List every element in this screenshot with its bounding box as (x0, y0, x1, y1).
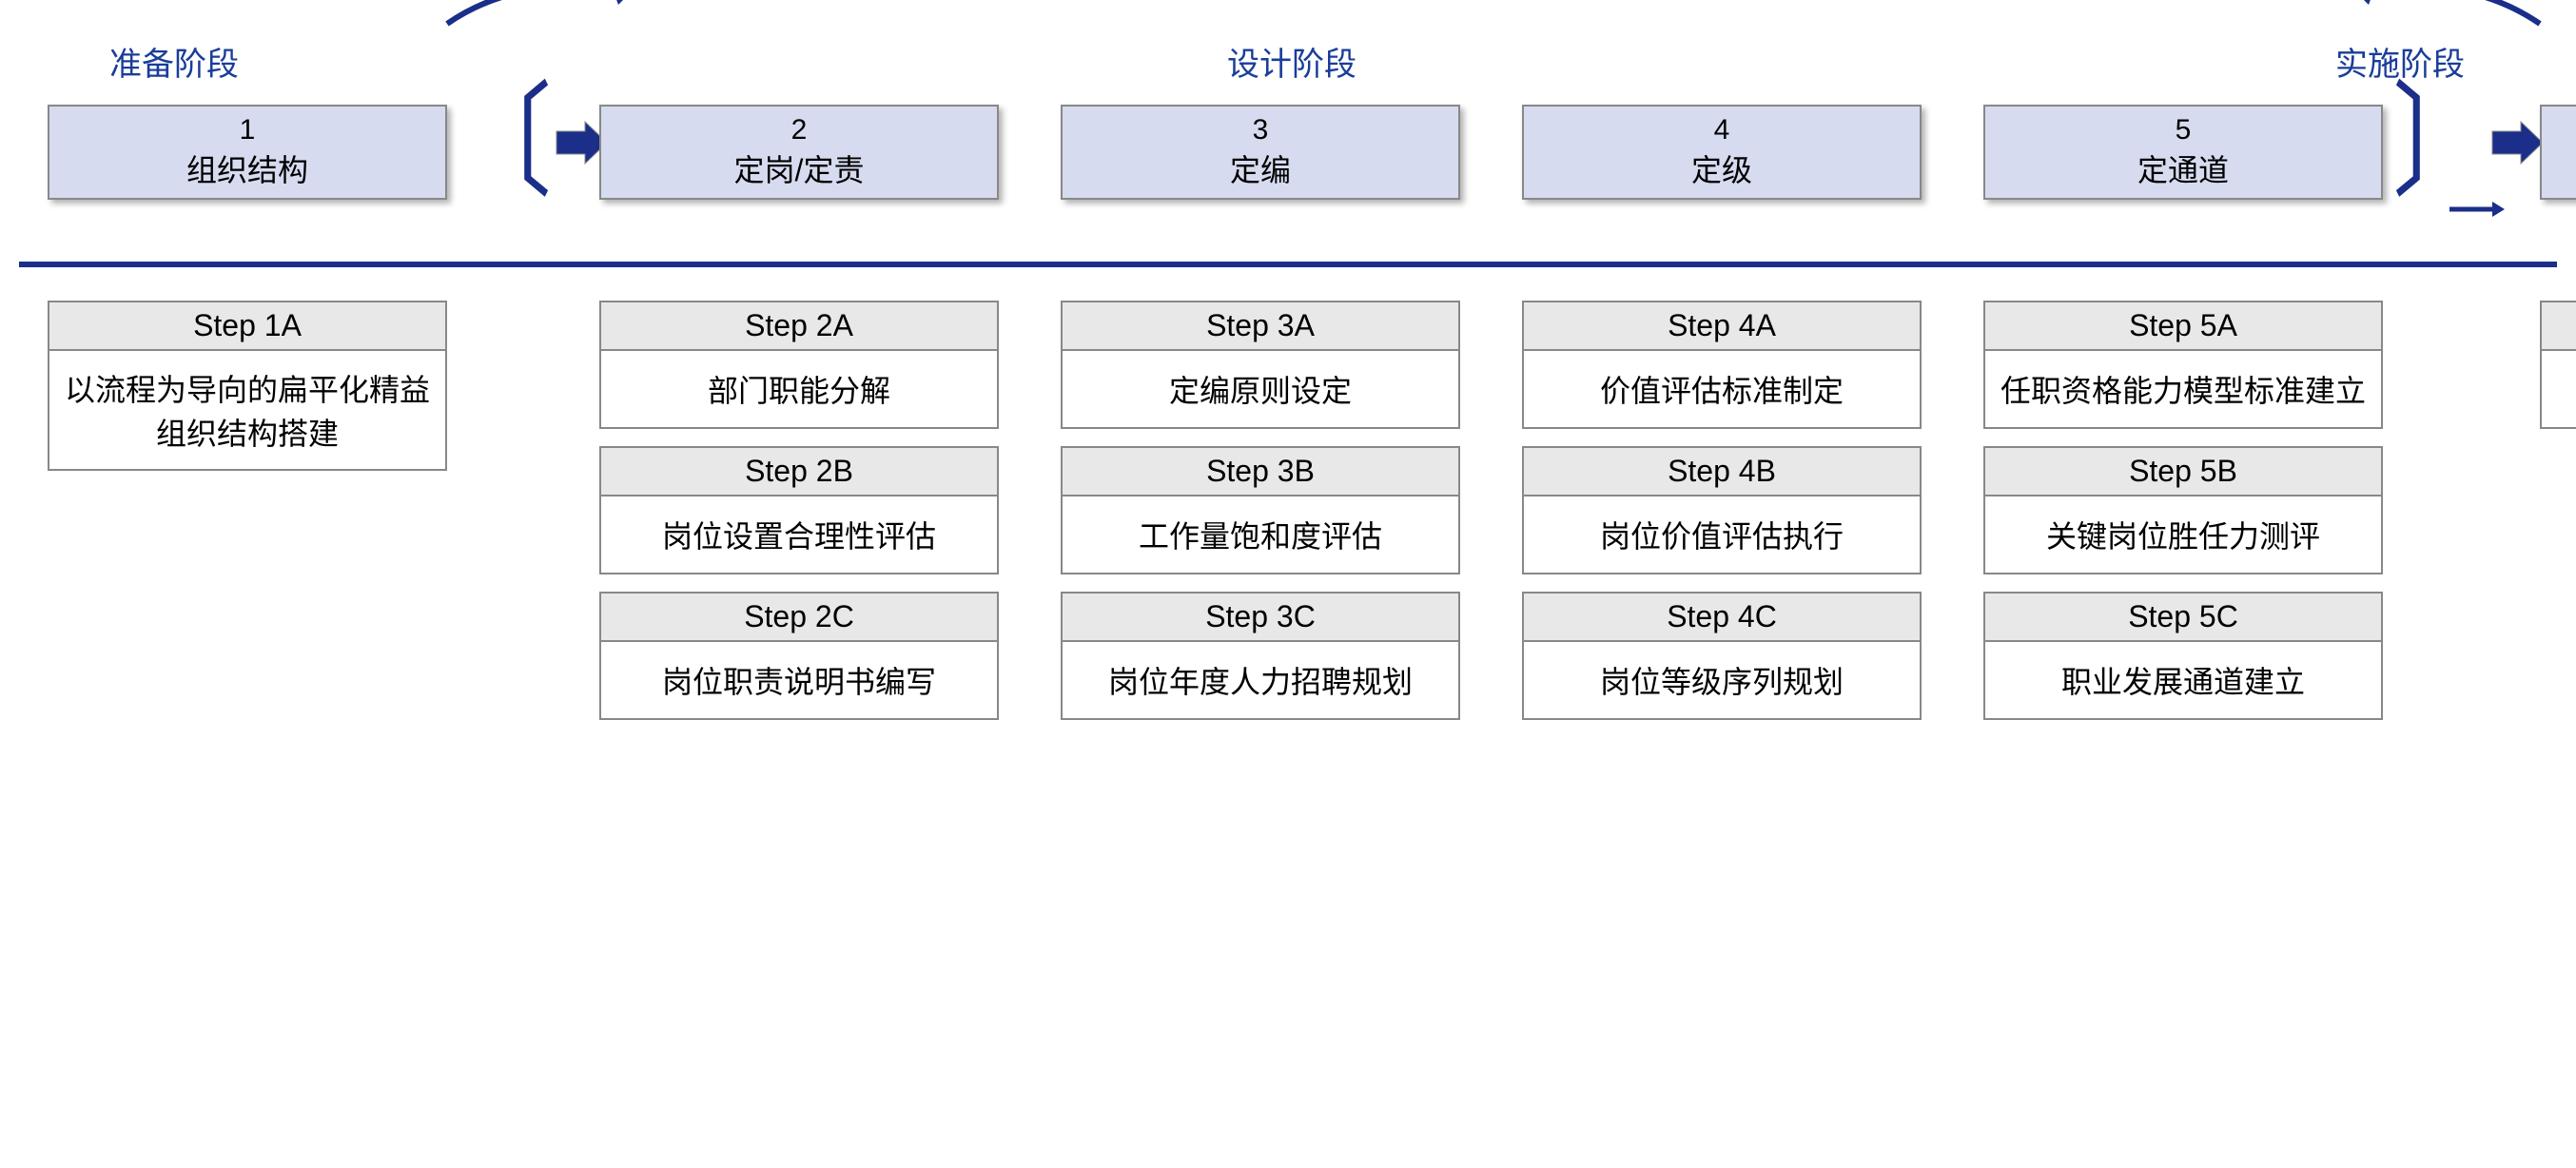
step-body: 任职资格能力模型标准建立 (1985, 351, 2381, 427)
step-header: Step 2B (601, 448, 997, 496)
block-arrow-icon (2488, 114, 2545, 171)
step-box: Step 4C 岗位等级序列规划 (1522, 592, 1922, 720)
step-box: Step 2A 部门职能分解 (599, 301, 999, 429)
step-header: Step 4A (1524, 302, 1920, 351)
step-col-1: Step 1A 以流程为导向的扁平化精益组织结构搭建 (48, 301, 447, 471)
step-header: Step 4C (1524, 594, 1920, 642)
bracket-open-icon: 〔 (457, 81, 552, 204)
step-box: Step 2B 岗位设置合理性评估 (599, 446, 999, 574)
step-body: 岗位职责说明书编写 (601, 642, 997, 718)
stage-num: 4 (1714, 114, 1730, 146)
step-body: 岗位设置合理性评估 (601, 496, 997, 573)
step-box: Step 5A 任职资格能力模型标准建立 (1983, 301, 2383, 429)
stage-box-2: 2 定岗/定责 (599, 105, 999, 200)
small-arrow-icon (2449, 195, 2507, 224)
stage-box-6: 6 实施指导 (2540, 105, 2576, 200)
diagram-container: 准备阶段 设计阶段 实施阶段 1 组织结构 〔 2 定岗/定责 3 定编 (19, 38, 2557, 1023)
stage-num: 1 (240, 114, 256, 146)
step-box: Step 3B 工作量饱和度评估 (1061, 446, 1460, 574)
step-header: Step 1A (49, 302, 445, 351)
curve-arrow-2-icon (2321, 0, 2559, 43)
step-box: Step 5B 关键岗位胜任力测评 (1983, 446, 2383, 574)
step-col-3: Step 3A 定编原则设定 Step 3B 工作量饱和度评估 Step 3C … (1061, 301, 1460, 720)
step-body: 价值评估标准制定 (1524, 351, 1920, 427)
stage-box-3: 3 定编 (1061, 105, 1460, 200)
step-col-6: Step 6A 指导实施 (2540, 301, 2576, 429)
step-header: Step 5B (1985, 448, 2381, 496)
step-body: 以流程为导向的扁平化精益组织结构搭建 (49, 351, 445, 469)
step-body: 关键岗位胜任力测评 (1985, 496, 2381, 573)
divider-line (19, 262, 2557, 267)
step-col-4: Step 4A 价值评估标准制定 Step 4B 岗位价值评估执行 Step 4… (1522, 301, 1922, 720)
stage-box-1: 1 组织结构 (48, 105, 447, 200)
phase-label-design: 设计阶段 (1227, 38, 1356, 85)
stage-title: 定级 (1691, 146, 1752, 190)
step-body: 工作量饱和度评估 (1063, 496, 1458, 573)
stage-box-5: 5 定通道 (1983, 105, 2383, 200)
step-header: Step 4B (1524, 448, 1920, 496)
step-box: Step 4B 岗位价值评估执行 (1522, 446, 1922, 574)
step-body: 部门职能分解 (601, 351, 997, 427)
step-body: 岗位年度人力招聘规划 (1063, 642, 1458, 718)
stage-title: 组织结构 (186, 146, 308, 190)
step-body: 定编原则设定 (1063, 351, 1458, 427)
step-header: Step 3C (1063, 594, 1458, 642)
arrow-group-1: 〔 (457, 95, 609, 190)
step-body: 岗位等级序列规划 (1524, 642, 1920, 718)
step-header: Step 2C (601, 594, 997, 642)
curve-arrow-1-icon (428, 0, 666, 43)
step-header: Step 6A (2542, 302, 2576, 351)
stage-title: 定通道 (2137, 146, 2229, 190)
phase-label-prepare: 准备阶段 (109, 38, 239, 85)
step-box: Step 4A 价值评估标准制定 (1522, 301, 1922, 429)
stage-num: 2 (791, 114, 808, 146)
step-box: Step 6A 指导实施 (2540, 301, 2576, 429)
stage-num: 3 (1253, 114, 1269, 146)
step-box: Step 5C 职业发展通道建立 (1983, 592, 2383, 720)
step-body: 指导实施 (2542, 351, 2576, 427)
step-header: Step 5C (1985, 594, 2381, 642)
stage-num: 5 (2176, 114, 2192, 146)
stage-box-4: 4 定级 (1522, 105, 1922, 200)
step-body: 岗位价值评估执行 (1524, 496, 1920, 573)
step-header: Step 3B (1063, 448, 1458, 496)
stage-title: 定编 (1230, 146, 1291, 190)
step-col-2: Step 2A 部门职能分解 Step 2B 岗位设置合理性评估 Step 2C… (599, 301, 999, 720)
step-header: Step 5A (1985, 302, 2381, 351)
phase-labels-row: 准备阶段 设计阶段 实施阶段 (19, 38, 2557, 86)
step-header: Step 2A (601, 302, 997, 351)
step-header: Step 3A (1063, 302, 1458, 351)
step-box: Step 3C 岗位年度人力招聘规划 (1061, 592, 1460, 720)
step-box: Step 2C 岗位职责说明书编写 (599, 592, 999, 720)
arrow-group-2: 〕 (2392, 95, 2545, 190)
steps-area: Step 1A 以流程为导向的扁平化精益组织结构搭建 Step 2A 部门职能分… (19, 301, 2557, 1023)
step-box: Step 1A 以流程为导向的扁平化精益组织结构搭建 (48, 301, 447, 471)
step-box: Step 3A 定编原则设定 (1061, 301, 1460, 429)
step-body: 职业发展通道建立 (1985, 642, 2381, 718)
stage-title: 定岗/定责 (734, 146, 865, 190)
bracket-close-icon: 〕 (2392, 81, 2488, 204)
step-col-5: Step 5A 任职资格能力模型标准建立 Step 5B 关键岗位胜任力测评 S… (1983, 301, 2383, 720)
stages-row: 1 组织结构 〔 2 定岗/定责 3 定编 4 定级 5 定通道 〕 (19, 105, 2557, 219)
